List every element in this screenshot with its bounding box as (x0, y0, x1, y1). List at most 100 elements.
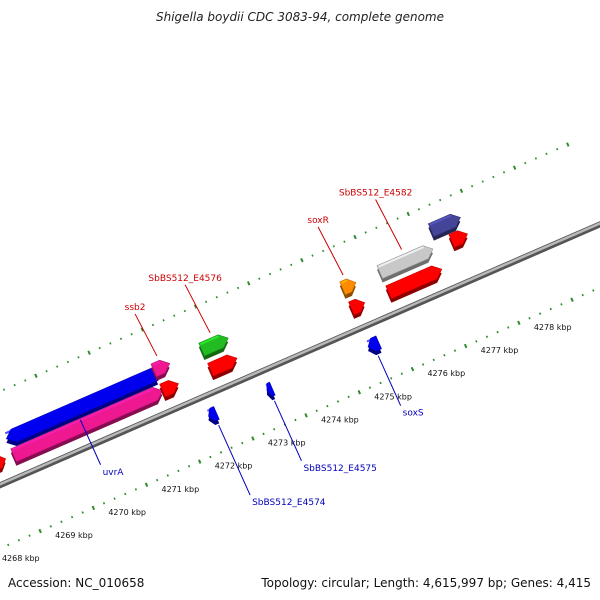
gene-highlight (152, 360, 161, 366)
tick-label: 4269 kbp (55, 531, 93, 540)
inner-dotted-ring (7, 289, 595, 547)
ring-dot (246, 281, 251, 286)
gene-highlight (450, 231, 459, 237)
gene-body (208, 406, 220, 422)
gene-SbBS512_E4575[interactable] (265, 381, 276, 401)
ring-dot (528, 316, 531, 320)
ring-dot (49, 525, 52, 528)
ring-dot (273, 428, 276, 431)
ring-dot (326, 404, 329, 408)
ring-dot (507, 326, 510, 329)
ring-dot (421, 363, 425, 366)
gene-SbBS512_E4582[interactable] (376, 245, 434, 283)
ring-dot (87, 350, 91, 355)
gene-soxR[interactable] (339, 278, 357, 299)
gene-soxR-cds[interactable] (348, 298, 366, 319)
ring-dot (560, 303, 563, 306)
ring-dot (556, 147, 559, 151)
ring-dot (2, 388, 6, 391)
ring-dot (77, 356, 80, 359)
ring-dot (215, 295, 218, 299)
gene-label[interactable]: soxR (307, 216, 329, 226)
gene-ssb2[interactable] (150, 359, 171, 381)
ring-dot (81, 511, 84, 514)
ring-dot (45, 369, 48, 373)
ring-dot (162, 319, 165, 322)
label-leader-line (377, 355, 402, 406)
label-leader-line (375, 199, 403, 250)
label-leader-line (317, 226, 344, 276)
ring-dot (406, 211, 410, 217)
ring-dot (91, 505, 96, 511)
ring-dot (230, 446, 233, 449)
gene-highlight (160, 380, 170, 386)
gene-uvrA[interactable] (4, 367, 159, 447)
gene-label[interactable]: SbBS512_E4574 (252, 498, 326, 508)
ring-dot (151, 323, 155, 327)
ring-dot (173, 314, 176, 317)
ring-dot (251, 436, 255, 441)
ring-dot (140, 327, 145, 332)
ring-dot (443, 354, 446, 357)
gene-body (385, 265, 443, 300)
ring-dot (262, 432, 265, 436)
ring-dot (268, 272, 272, 276)
ring-dot (60, 520, 63, 523)
gene-red-gene-3[interactable] (0, 455, 6, 474)
ring-dot (368, 386, 372, 389)
ring-dot (570, 297, 574, 302)
ring-dot (7, 543, 10, 547)
ring-dot (177, 469, 180, 473)
ring-dot (315, 409, 318, 412)
ring-dot (375, 226, 378, 230)
gene-label[interactable]: SbBS512_E4582 (339, 189, 412, 199)
gene-highlight (206, 408, 211, 412)
gene-body (207, 354, 238, 377)
gene-highlight (366, 338, 372, 343)
gene-label[interactable]: SbBS512_E4575 (303, 464, 376, 474)
gene-highlight (12, 387, 154, 451)
gene-SbBS512_E4574[interactable] (206, 406, 220, 426)
gene-label[interactable]: soxS (403, 409, 424, 419)
ring-dot (336, 400, 340, 403)
gene-ssb2-cds[interactable] (159, 380, 179, 401)
label-leader-line (134, 313, 158, 357)
ring-dot (517, 320, 521, 326)
tick-label: 4277 kbp (481, 346, 519, 355)
gene-red-gene-end[interactable] (448, 230, 468, 252)
ring-dot (539, 312, 542, 315)
ring-dot (187, 465, 191, 468)
ring-dot (432, 358, 435, 362)
ring-dot (353, 234, 357, 240)
ring-dot (258, 277, 261, 280)
gene-SbBS512_E4576[interactable] (198, 334, 229, 361)
gene-label[interactable]: SbBS512_E4576 (148, 274, 222, 284)
backbone-shadow (0, 221, 600, 489)
ring-dot (322, 249, 325, 253)
gene-body (198, 334, 229, 357)
ring-dot (357, 390, 362, 395)
gene-purple-gene[interactable] (427, 213, 461, 241)
gene-body (339, 278, 357, 296)
ring-dot (98, 346, 101, 350)
gene-highlight (349, 299, 357, 304)
gene-uvrA-cds[interactable] (10, 387, 163, 466)
gene-highlight (4, 371, 147, 435)
gene-SbBS512_E4576-cds[interactable] (207, 354, 238, 381)
ring-dot (28, 534, 31, 537)
gene-label[interactable]: uvrA (103, 468, 125, 478)
gene-soxS[interactable] (366, 335, 382, 356)
ring-dot (481, 180, 484, 183)
ring-dot (279, 268, 282, 271)
ring-dot (241, 441, 244, 445)
ring-dot (463, 343, 468, 349)
gene-body (5, 367, 159, 443)
ring-dot (502, 171, 506, 174)
ring-dot (545, 152, 548, 156)
ring-dot (549, 307, 552, 311)
ring-dot (400, 372, 403, 375)
ring-dot (209, 455, 212, 459)
gene-body (10, 387, 163, 463)
gene-SbBS512_E4582-cds[interactable] (385, 265, 443, 303)
gene-label[interactable]: ssb2 (125, 303, 146, 313)
